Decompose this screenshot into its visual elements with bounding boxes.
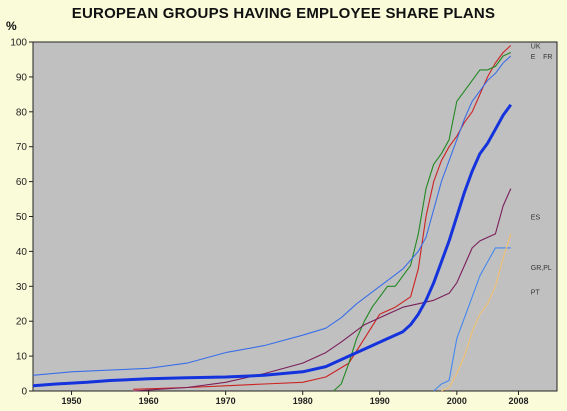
series-line-average bbox=[32, 103, 513, 388]
y-tick-label: 50 bbox=[16, 212, 28, 223]
x-tick-label: 1950 bbox=[62, 396, 82, 406]
series-line-es bbox=[133, 188, 512, 392]
y-axis-label: % bbox=[6, 19, 17, 33]
x-tick-label: 1980 bbox=[293, 396, 313, 406]
series-line-uk bbox=[133, 45, 512, 390]
series-label-uk: UK bbox=[531, 43, 541, 50]
series-label-pt: PT bbox=[531, 290, 541, 297]
series-line-pt bbox=[441, 233, 512, 392]
chart-title: EUROPEAN GROUPS HAVING EMPLOYEE SHARE PL… bbox=[71, 5, 496, 22]
plot-area bbox=[32, 41, 558, 392]
series-line-gr-pl bbox=[433, 247, 511, 392]
y-tick-label: 60 bbox=[16, 177, 28, 188]
series-line-fr bbox=[32, 55, 512, 376]
y-tick-label: 40 bbox=[16, 247, 28, 258]
series-label-gr-pl: GR,PL bbox=[531, 265, 552, 272]
y-tick-label: 80 bbox=[16, 107, 28, 118]
y-tick-label: 20 bbox=[16, 317, 28, 328]
series-label-fr: FR bbox=[543, 54, 552, 61]
series-label-e: E bbox=[531, 54, 536, 61]
series-label-es: ES bbox=[531, 215, 541, 222]
x-tick-label: 1960 bbox=[139, 396, 159, 406]
x-tick-label: 1970 bbox=[216, 396, 236, 406]
y-tick-label: 90 bbox=[16, 72, 28, 83]
y-tick-label: 70 bbox=[16, 142, 28, 153]
x-tick-label: 2008 bbox=[508, 396, 528, 406]
y-tick-label: 30 bbox=[16, 282, 28, 293]
y-tick-label: 10 bbox=[16, 352, 28, 363]
x-tick-label: 1990 bbox=[370, 396, 390, 406]
x-tick-label: 2000 bbox=[447, 396, 467, 406]
y-tick-label: 0 bbox=[21, 387, 27, 398]
series-line-e bbox=[333, 51, 512, 392]
y-tick-label: 100 bbox=[10, 38, 27, 49]
